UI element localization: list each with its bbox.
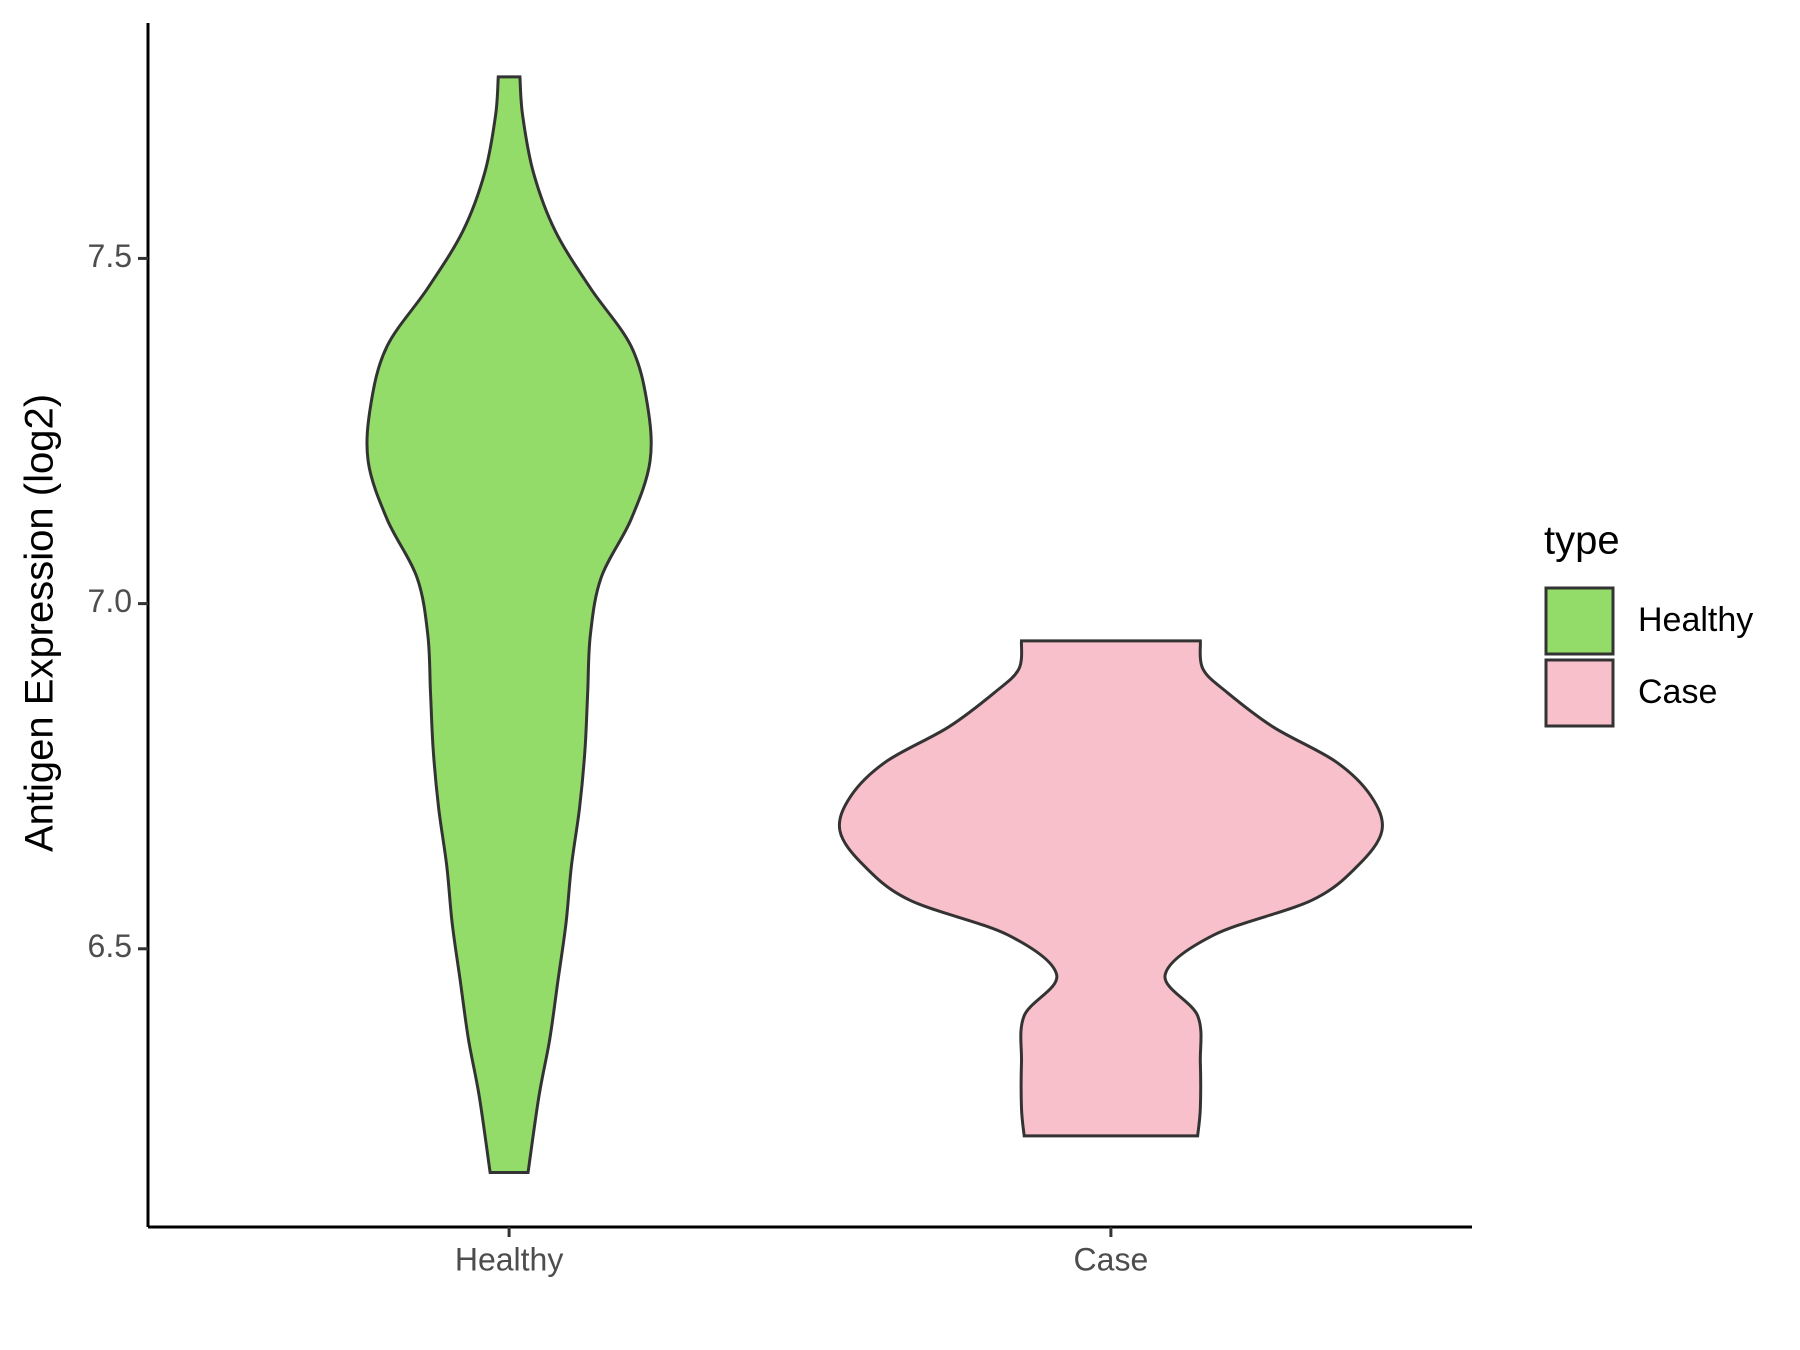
legend-label: Healthy — [1638, 601, 1753, 639]
violin — [365, 75, 653, 1174]
x-tick-label: Healthy — [455, 1241, 564, 1277]
x-tick-label: Case — [1074, 1241, 1149, 1277]
violin — [837, 639, 1384, 1138]
y-tick-label: 6.5 — [88, 928, 132, 964]
legend-key — [1544, 658, 1615, 728]
y-axis-title: Antigen Expression (log2) — [18, 394, 62, 852]
y-tick-label: 7.5 — [88, 238, 132, 274]
legend-label: Case — [1638, 673, 1717, 711]
legend-title: type — [1544, 519, 1620, 563]
y-tick-label: 7.0 — [88, 583, 132, 619]
legend-key — [1544, 586, 1615, 656]
